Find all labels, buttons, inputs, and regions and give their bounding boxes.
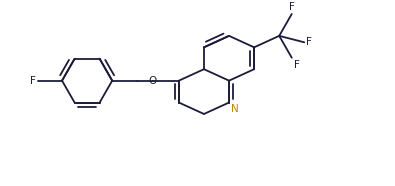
Text: N: N	[231, 104, 239, 114]
Text: F: F	[30, 76, 36, 86]
Text: F: F	[293, 60, 299, 70]
Text: F: F	[306, 37, 312, 47]
Text: O: O	[149, 76, 157, 86]
Text: F: F	[289, 2, 295, 12]
